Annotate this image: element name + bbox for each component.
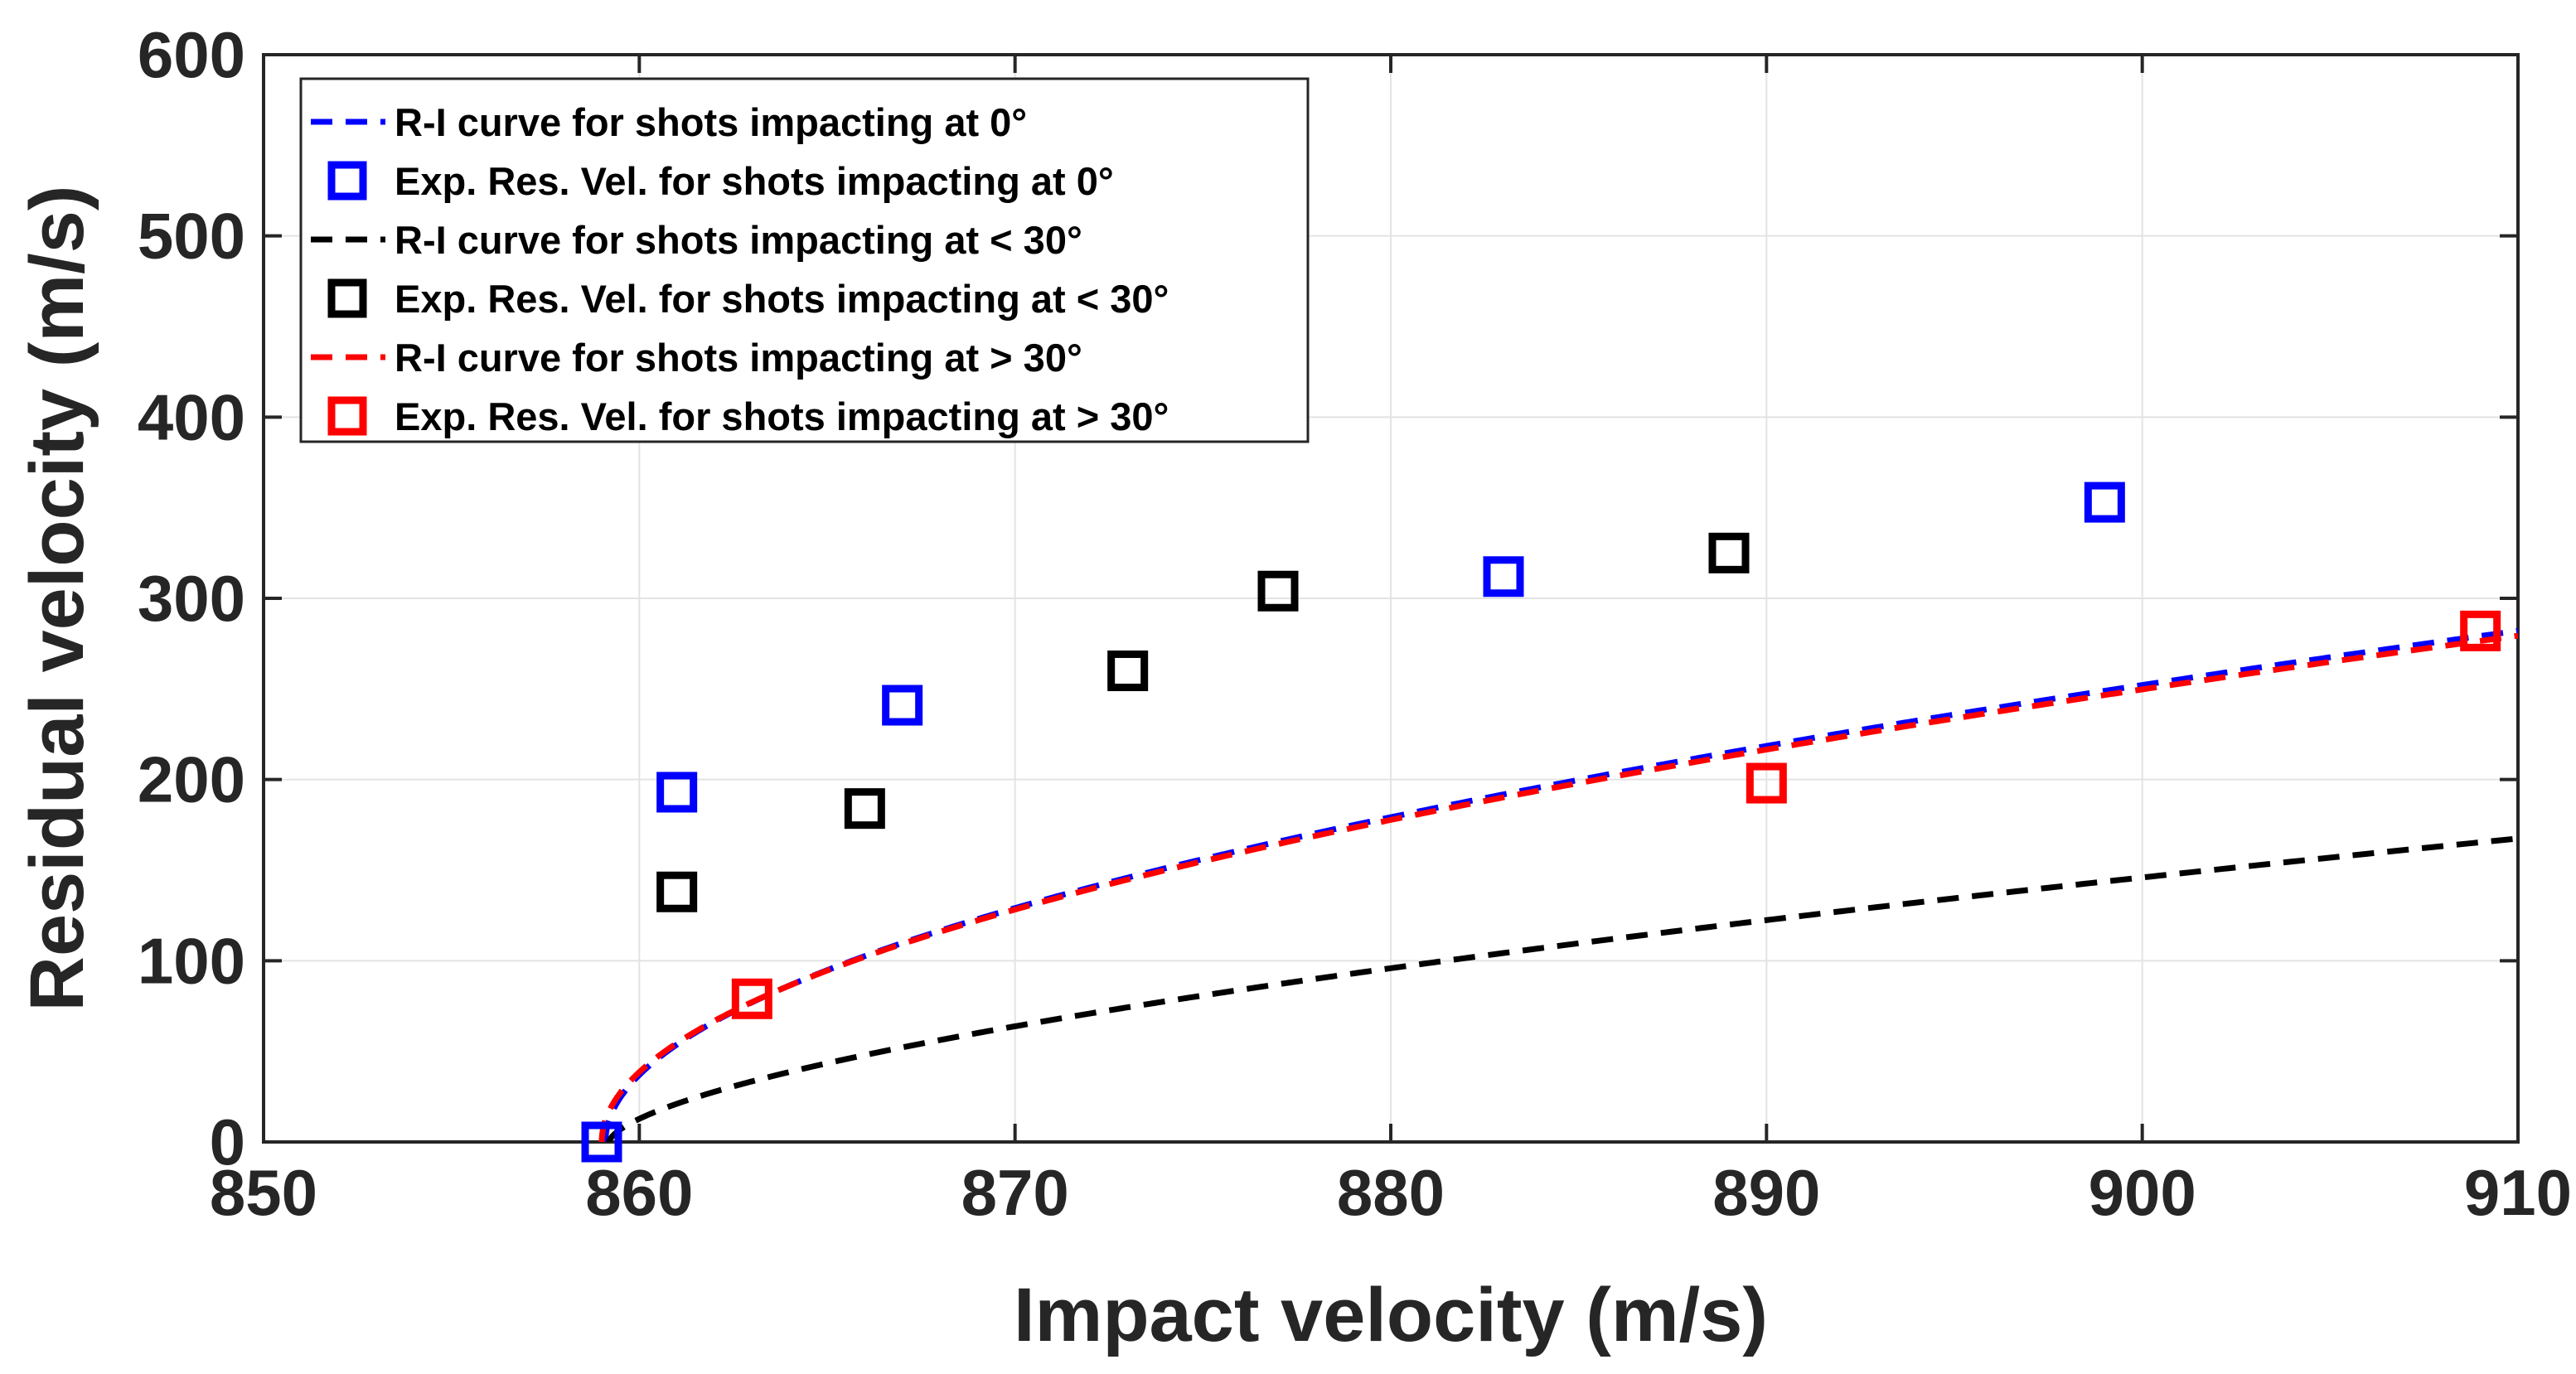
data-point-marker <box>656 871 698 912</box>
data-point-marker <box>1746 762 1787 804</box>
data-point-marker <box>731 978 772 1019</box>
y-tick-label: 500 <box>138 200 245 273</box>
legend-entry-label: Exp. Res. Vel. for shots impacting at 0° <box>395 159 1114 203</box>
legend-entry-label: Exp. Res. Vel. for shots impacting at < … <box>395 277 1169 321</box>
data-point-marker <box>1257 570 1299 612</box>
x-tick-label: 890 <box>1712 1156 1820 1229</box>
data-point-marker <box>882 685 923 726</box>
y-tick-label: 400 <box>138 380 245 453</box>
y-tick-label: 200 <box>138 743 245 816</box>
x-tick-label: 880 <box>1337 1156 1445 1229</box>
data-point-marker <box>2460 610 2501 651</box>
x-tick-label: 900 <box>2089 1156 2196 1229</box>
legend-entry-label: R-I curve for shots impacting at 0° <box>395 100 1027 144</box>
y-tick-label: 600 <box>138 18 245 91</box>
legend-marker-swatch <box>327 278 367 318</box>
y-tick-label: 300 <box>138 562 245 635</box>
x-axis-title: Impact velocity (m/s) <box>1014 1273 1768 1357</box>
curve-line <box>598 632 2518 1142</box>
x-tick-label: 850 <box>210 1156 317 1229</box>
y-tick-label: 100 <box>138 924 245 997</box>
data-point-marker <box>1107 650 1149 691</box>
x-tick-label: 910 <box>2464 1156 2572 1229</box>
legend-entry-label: Exp. Res. Vel. for shots impacting at > … <box>395 394 1169 438</box>
data-point-marker <box>844 788 885 830</box>
marker-layer <box>581 481 2501 1163</box>
data-point-marker <box>2084 481 2125 523</box>
x-tick-label: 860 <box>585 1156 693 1229</box>
legend-entry-label: R-I curve for shots impacting at > 30° <box>395 336 1082 380</box>
legend: R-I curve for shots impacting at 0° Exp. … <box>299 77 1310 443</box>
legend-box <box>299 77 1310 443</box>
y-axis-ticks: 0 100 200 300 400 500 600 <box>138 18 2518 1178</box>
data-point-marker <box>656 772 698 813</box>
x-axis-ticks: 850 860 870 880 890 900 910 <box>210 55 2572 1229</box>
legend-marker-swatch <box>327 396 367 436</box>
data-point-marker <box>1483 556 1524 597</box>
data-point-marker <box>581 1121 622 1163</box>
x-tick-label: 870 <box>961 1156 1069 1229</box>
curve-line <box>603 627 2518 1142</box>
legend-marker-swatch <box>327 161 367 201</box>
y-axis-title: Residual velocity (m/s) <box>15 186 99 1012</box>
data-point-marker <box>1708 532 1750 573</box>
y-tick-label: 0 <box>210 1105 245 1178</box>
legend-entry-label: R-I curve for shots impacting at < 30° <box>395 218 1082 262</box>
